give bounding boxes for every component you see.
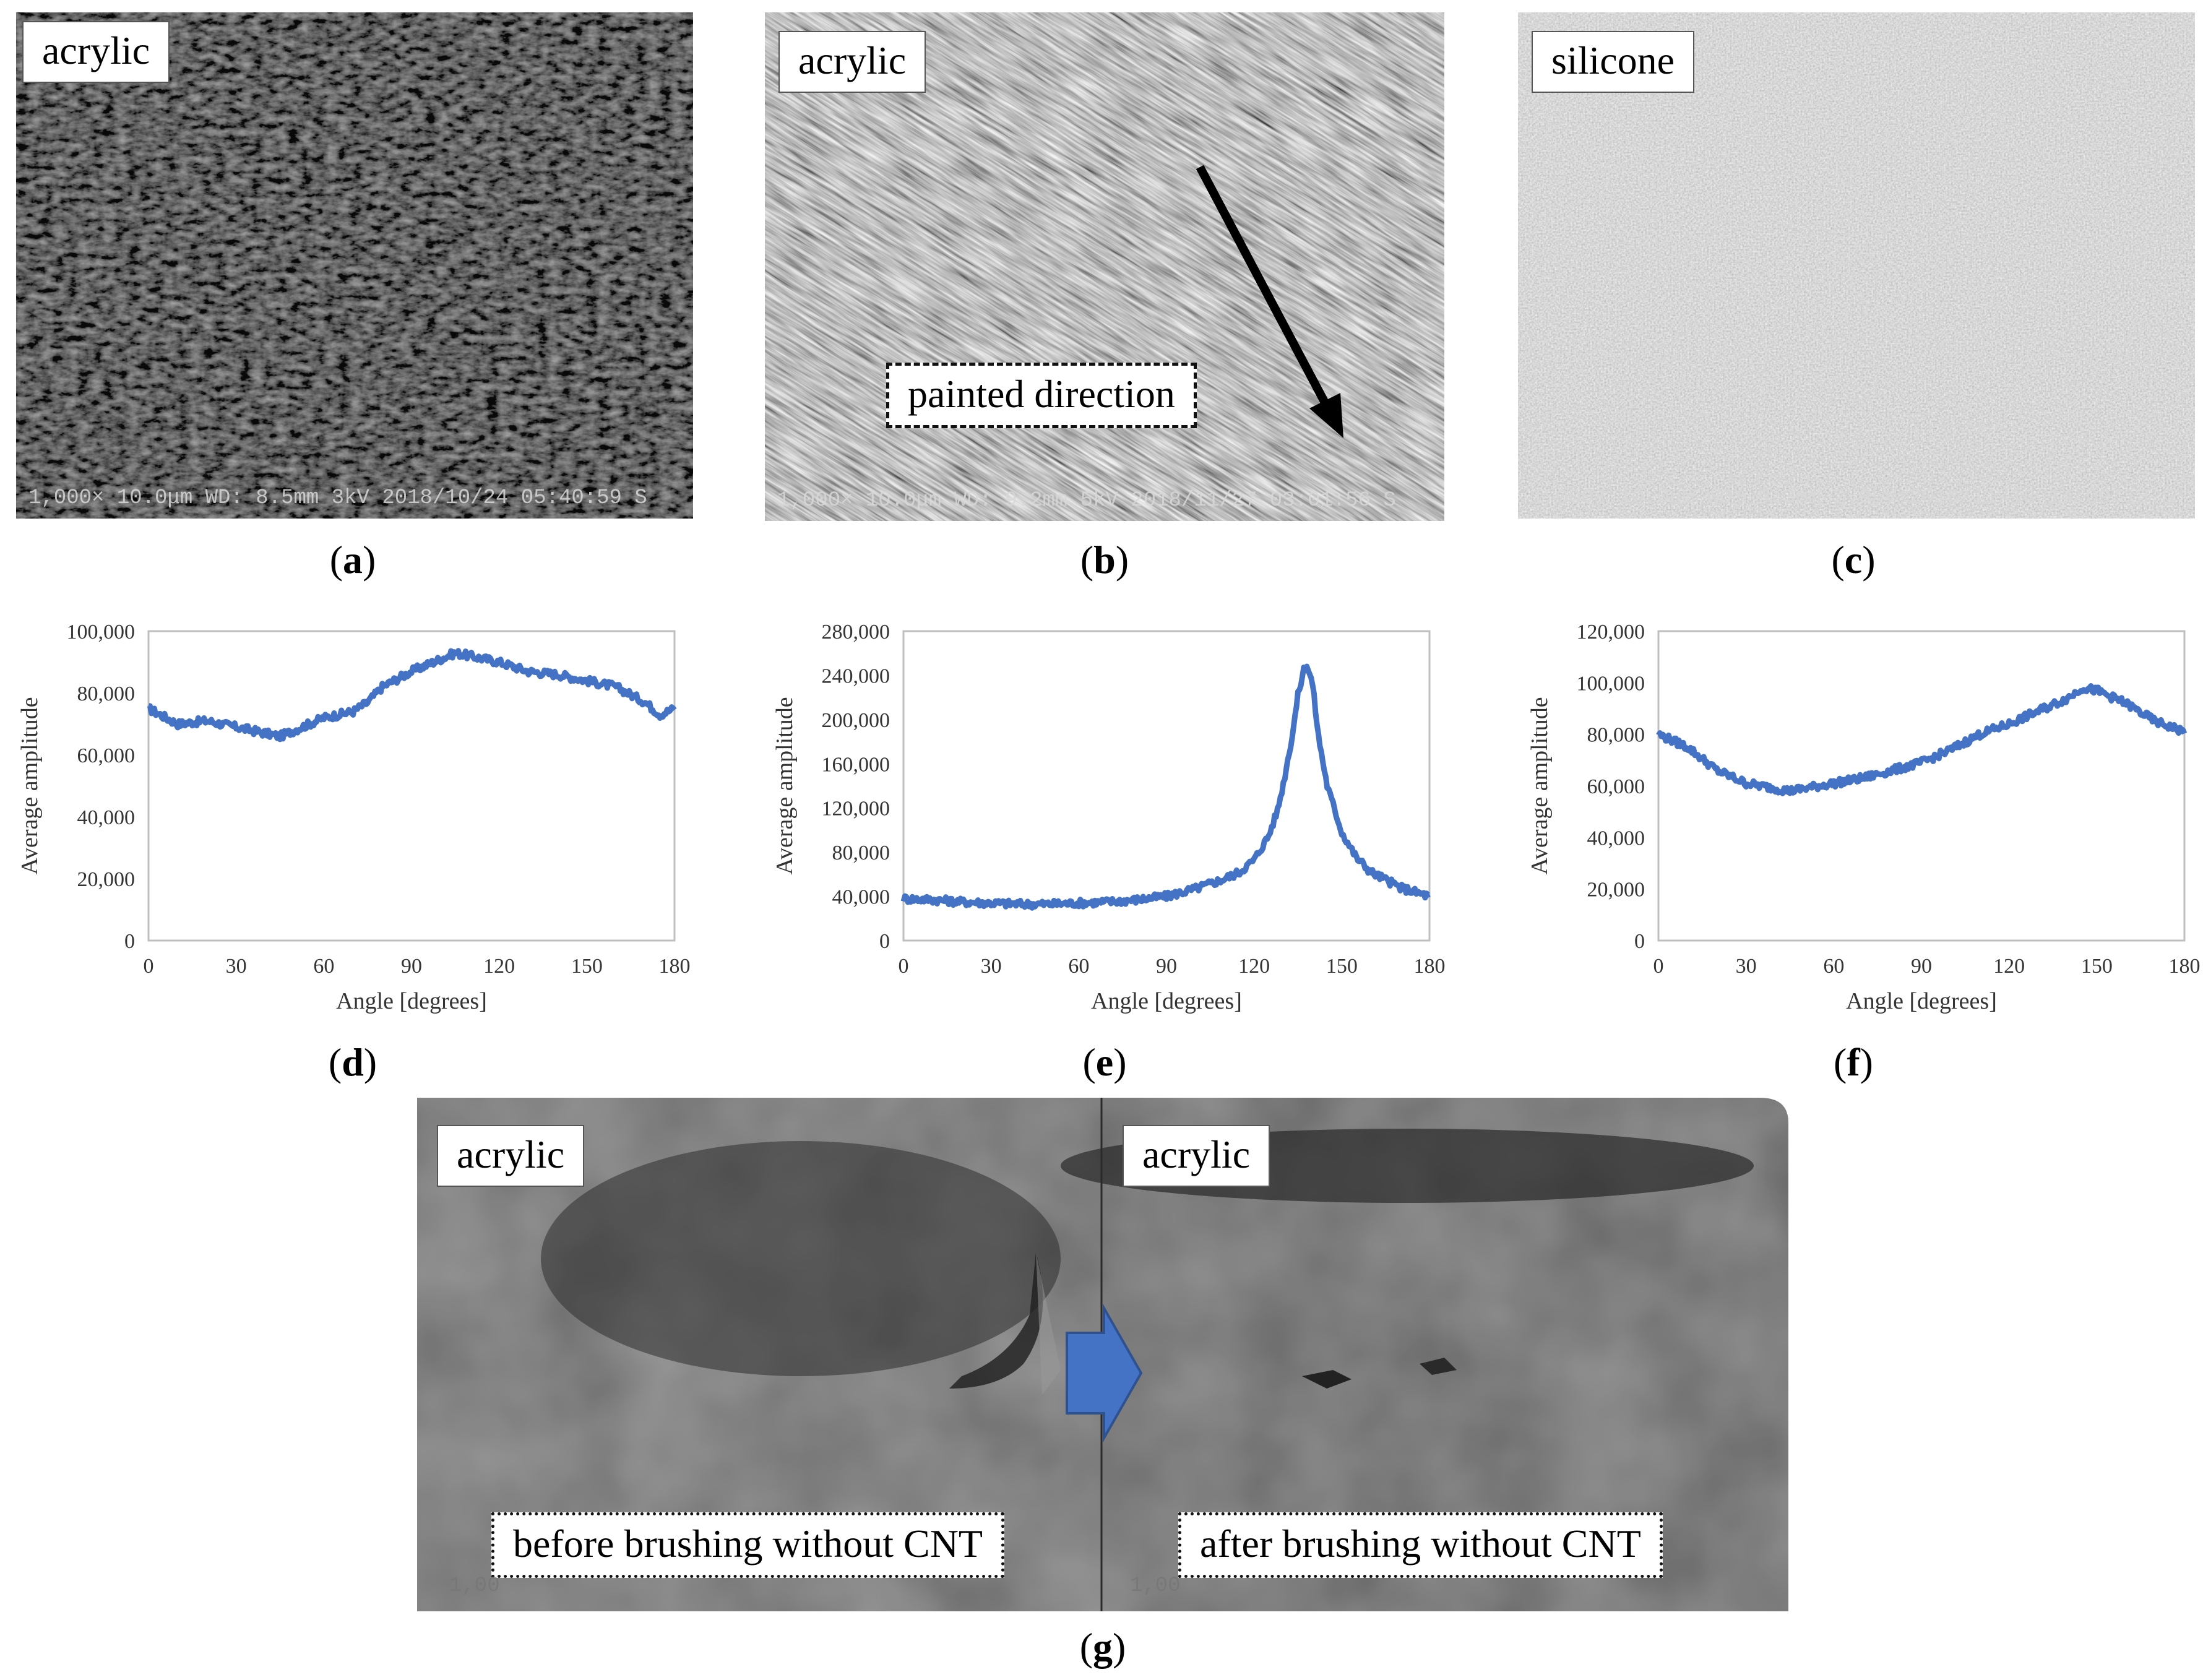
- x-tick-label: 120: [483, 955, 515, 978]
- y-tick-label: 20,000: [77, 868, 136, 891]
- y-tick-label: 200,000: [822, 709, 890, 732]
- x-tick-label: 180: [1414, 955, 1446, 978]
- micron-bar-a: 1,000× 10.0μm WD: 8.5mm 3kV 2018/10/24 0…: [28, 486, 647, 510]
- caption-f-letter: f: [1847, 1040, 1860, 1084]
- y-axis-label: Average amplitude: [1527, 697, 1553, 874]
- sem-texture-b: [765, 12, 1444, 521]
- material-label-g-left: acrylic: [437, 1125, 585, 1187]
- caption-d: (d): [328, 1040, 377, 1084]
- y-tick-label: 100,000: [1577, 672, 1645, 695]
- x-tick-label: 60: [313, 955, 334, 978]
- x-tick-label: 180: [2169, 955, 2201, 978]
- caption-g: (g): [1079, 1625, 1126, 1669]
- x-tick-label: 30: [226, 955, 247, 978]
- plot-area: [1657, 630, 2186, 942]
- chart-f: 0 20,000 40,000 60,000 80,000 100,000 120,000 0…: [1527, 621, 2201, 1014]
- x-tick-label: 0: [1653, 955, 1664, 978]
- caption-e-letter: e: [1095, 1040, 1114, 1084]
- x-tick-label: 30: [1736, 955, 1757, 978]
- caption-a: (a): [329, 538, 376, 582]
- sem-texture-c: [1518, 12, 2195, 519]
- y-tick-label: 40,000: [1587, 827, 1645, 850]
- painted-direction-note: painted direction: [886, 363, 1197, 428]
- sem-image-c: silicone 1,000× 10.0μm WD: 9.3mm 2.9kV 2…: [1518, 12, 2195, 519]
- y-tick-label: 80,000: [1587, 724, 1645, 747]
- y-tick-label: 0: [124, 930, 135, 953]
- y-tick-label: 0: [879, 930, 890, 953]
- material-label-b: acrylic: [778, 31, 926, 93]
- x-tick-label: 180: [659, 955, 691, 978]
- x-axis-label: Angle [degrees]: [1091, 988, 1242, 1014]
- y-tick-label: 120,000: [822, 798, 890, 821]
- corner-text-right: 1,00: [1130, 1574, 1181, 1598]
- sem-image-a: acrylic 1,000× 10.0μm WD: 8.5mm 3kV 2018…: [16, 12, 693, 519]
- caption-b: (b): [1080, 538, 1129, 582]
- x-tick-label: 150: [2081, 955, 2113, 978]
- y-tick-label: 280,000: [822, 621, 890, 644]
- caption-c-letter: c: [1844, 538, 1863, 582]
- x-tick-label: 0: [899, 955, 909, 978]
- material-label-a: acrylic: [22, 21, 170, 83]
- y-tick-label: 40,000: [832, 886, 890, 909]
- y-tick-label: 80,000: [77, 683, 136, 705]
- y-axis-label: Average amplitude: [17, 697, 43, 874]
- corner-text-left: 1,00: [449, 1574, 500, 1598]
- y-axis-label: Average amplitude: [772, 697, 798, 874]
- before-brushing-note: before brushing without CNT: [491, 1512, 1004, 1578]
- x-tick-label: 120: [1238, 955, 1270, 978]
- x-tick-label: 90: [401, 955, 422, 978]
- micron-bar-c: 1,000× 10.0μm WD: 9.3mm 2.9kV 2018/11/18…: [1530, 486, 2175, 510]
- x-tick-label: 30: [981, 955, 1002, 978]
- x-tick-label: 150: [571, 955, 603, 978]
- arrow-head: [1309, 393, 1343, 438]
- series-line: [900, 663, 1431, 911]
- x-tick-label: 60: [1068, 955, 1089, 978]
- y-tick-label: 240,000: [822, 665, 890, 687]
- after-brushing-note: after brushing without CNT: [1178, 1512, 1663, 1578]
- x-tick-label: 90: [1911, 955, 1932, 978]
- caption-f: (f): [1834, 1040, 1873, 1084]
- y-tick-label: 40,000: [77, 806, 136, 829]
- caption-c: (c): [1831, 538, 1876, 582]
- y-tick-label: 20,000: [1587, 879, 1645, 902]
- series-line: [1656, 683, 2188, 796]
- x-tick-label: 120: [1993, 955, 2025, 978]
- x-tick-label: 60: [1823, 955, 1844, 978]
- sem-texture-a: [16, 12, 693, 519]
- y-tick-label: 120,000: [1577, 621, 1645, 644]
- painted-direction-arrow: [1196, 165, 1332, 411]
- x-tick-label: 90: [1156, 955, 1177, 978]
- y-tick-label: 60,000: [1587, 775, 1645, 798]
- y-tick-label: 100,000: [67, 621, 136, 644]
- micron-bar-b: 1,000× 10.0μm WD: 9.2mm 5kV 2018/11/27 0…: [777, 489, 1396, 512]
- chart-e: 0 40,000 80,000 120,000 160,000 200,000 240,00…: [772, 621, 1446, 1014]
- sem-image-g: acrylic acrylic before brushing without …: [417, 1098, 1788, 1611]
- chart-d: 0 20,000 40,000 60,000 80,000 100,000 0 30 60 90 1…: [17, 621, 691, 1014]
- x-tick-label: 0: [144, 955, 154, 978]
- plot-area: [902, 630, 1431, 942]
- caption-b-letter: b: [1093, 538, 1116, 582]
- caption-d-letter: d: [342, 1040, 364, 1084]
- x-axis-label: Angle [degrees]: [1846, 988, 1997, 1014]
- caption-g-letter: g: [1093, 1625, 1113, 1669]
- arrow-right-icon: [1066, 1303, 1143, 1443]
- y-tick-label: 80,000: [832, 842, 890, 864]
- material-label-c: silicone: [1532, 31, 1695, 93]
- caption-e: (e): [1082, 1040, 1127, 1084]
- x-axis-label: Angle [degrees]: [336, 988, 487, 1014]
- sem-image-b: acrylic painted direction 1,000× 10.0μm …: [765, 12, 1444, 521]
- y-tick-label: 0: [1634, 930, 1645, 953]
- caption-a-letter: a: [343, 538, 363, 582]
- y-tick-label: 160,000: [822, 753, 890, 776]
- y-tick-label: 60,000: [77, 744, 136, 767]
- series-line: [147, 648, 677, 743]
- x-tick-label: 150: [1326, 955, 1358, 978]
- material-label-g-right: acrylic: [1123, 1125, 1270, 1187]
